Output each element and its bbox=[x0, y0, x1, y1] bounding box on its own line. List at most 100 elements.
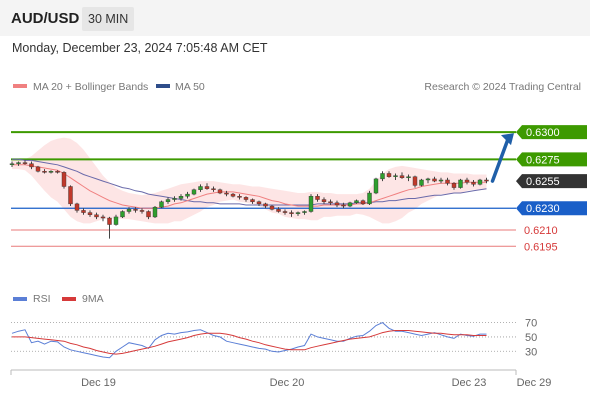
candle-body bbox=[308, 196, 314, 212]
candle-body bbox=[29, 163, 34, 168]
candle-body bbox=[399, 175, 405, 179]
level-tag-0.6230 bbox=[516, 201, 587, 216]
candle-body bbox=[68, 186, 73, 205]
candle-body bbox=[22, 162, 28, 164]
ma20-line bbox=[12, 164, 487, 209]
candle-body bbox=[204, 186, 210, 189]
rsi-legend: RSI 9MA bbox=[13, 293, 104, 305]
candle-body bbox=[217, 189, 223, 194]
candle-body bbox=[198, 186, 203, 190]
level-tag-0.6300 bbox=[516, 125, 587, 140]
ma50-legend-label: MA 50 bbox=[175, 81, 205, 93]
candle-body bbox=[48, 171, 54, 173]
candle-body bbox=[419, 179, 424, 186]
credit-text: Research © 2024 Trading Central bbox=[424, 81, 581, 93]
rsi-legend-swatch bbox=[13, 297, 27, 301]
candle-body bbox=[9, 163, 15, 165]
candle-body bbox=[35, 166, 41, 172]
level-label-0.6195: 0.6195 bbox=[524, 241, 558, 253]
candle-body bbox=[146, 211, 151, 218]
candle-body bbox=[393, 175, 398, 177]
candle-body bbox=[191, 189, 197, 195]
date-tick-label: Dec 20 bbox=[270, 377, 305, 389]
candle-body bbox=[282, 211, 288, 213]
candle-body bbox=[100, 216, 106, 219]
candle-body bbox=[373, 178, 379, 194]
candle-body bbox=[178, 196, 184, 199]
candle-body bbox=[139, 210, 145, 212]
candle-body bbox=[263, 203, 268, 207]
candle-body bbox=[16, 162, 21, 164]
candle-body bbox=[302, 211, 307, 213]
candle-body bbox=[425, 178, 431, 181]
candle-body bbox=[113, 216, 119, 225]
candle-body bbox=[432, 178, 437, 182]
candle-body bbox=[185, 193, 190, 197]
instrument-title: AUD/USD bbox=[11, 10, 80, 27]
candle-body bbox=[55, 171, 60, 173]
date-tick-label: Dec 23 bbox=[452, 377, 487, 389]
rsi-tick-30: 30 bbox=[525, 346, 537, 358]
rsi-panel: 70 50 30 bbox=[11, 318, 537, 359]
candle-body bbox=[321, 199, 327, 202]
rsi-tick-70: 70 bbox=[525, 318, 537, 330]
price-panel: 0.6300 0.6275 0.6255 0.6230 0.6210 0.6195 bbox=[9, 125, 587, 253]
projection-arrowhead bbox=[501, 133, 514, 146]
level-label-0.6300: 0.6300 bbox=[526, 127, 560, 139]
timestamp: Monday, December 23, 2024 7:05:48 AM CET bbox=[12, 41, 268, 55]
candle-body bbox=[159, 201, 164, 208]
header-bar: AUD/USD 30 MIN bbox=[0, 0, 590, 36]
candle-body bbox=[341, 204, 346, 207]
candle-body bbox=[367, 192, 372, 205]
date-tick-label: Dec 19 bbox=[81, 377, 116, 389]
candle-body bbox=[61, 172, 67, 187]
candle-body bbox=[211, 188, 216, 190]
candle-body bbox=[386, 173, 392, 177]
candle-body bbox=[445, 179, 450, 184]
candle-body bbox=[74, 203, 80, 211]
candle-body bbox=[354, 200, 359, 203]
candle-body bbox=[464, 179, 470, 183]
candle-body bbox=[451, 183, 457, 188]
candle-body bbox=[315, 196, 320, 200]
candle-body bbox=[250, 199, 255, 202]
level-tag-0.6275 bbox=[516, 152, 587, 167]
candle-body bbox=[484, 179, 489, 182]
candle-body bbox=[269, 205, 275, 210]
candle-body bbox=[295, 212, 301, 214]
candle-body bbox=[230, 193, 236, 197]
candle-body bbox=[477, 179, 483, 185]
candle-body bbox=[107, 217, 112, 225]
candle-body bbox=[243, 197, 249, 200]
candle-body bbox=[412, 176, 418, 186]
candle-body bbox=[87, 212, 93, 215]
level-label-0.6210: 0.6210 bbox=[524, 225, 558, 237]
level-label-0.6275: 0.6275 bbox=[526, 154, 560, 166]
candle-body bbox=[406, 176, 411, 179]
rsi-ma-line bbox=[12, 330, 487, 355]
candle-body bbox=[165, 199, 171, 202]
candle-body bbox=[360, 200, 366, 205]
timeframe-button[interactable]: 30 MIN bbox=[82, 7, 135, 31]
candle-body bbox=[172, 198, 177, 200]
rsi-ma-legend-swatch bbox=[62, 297, 76, 301]
ma20-legend-label: MA 20 + Bollinger Bands bbox=[33, 81, 148, 93]
ma50-line bbox=[12, 158, 487, 206]
rsi-ma-legend-label: 9MA bbox=[82, 293, 104, 305]
candle-body bbox=[256, 201, 262, 205]
candle-body bbox=[276, 209, 281, 212]
rsi-legend-label: RSI bbox=[33, 293, 51, 305]
candle-body bbox=[289, 212, 294, 214]
candle-body bbox=[81, 210, 86, 213]
projection-arrow bbox=[490, 137, 510, 183]
candle-body bbox=[328, 201, 333, 203]
candle-body bbox=[458, 179, 463, 188]
candle-body bbox=[237, 196, 242, 198]
date-tick-label: Dec 29 bbox=[517, 377, 552, 389]
rsi-line bbox=[11, 322, 487, 359]
candle-body bbox=[334, 202, 340, 206]
candle-body bbox=[380, 173, 385, 180]
level-tag-0.6255 bbox=[516, 174, 587, 189]
candle-body bbox=[347, 202, 353, 207]
